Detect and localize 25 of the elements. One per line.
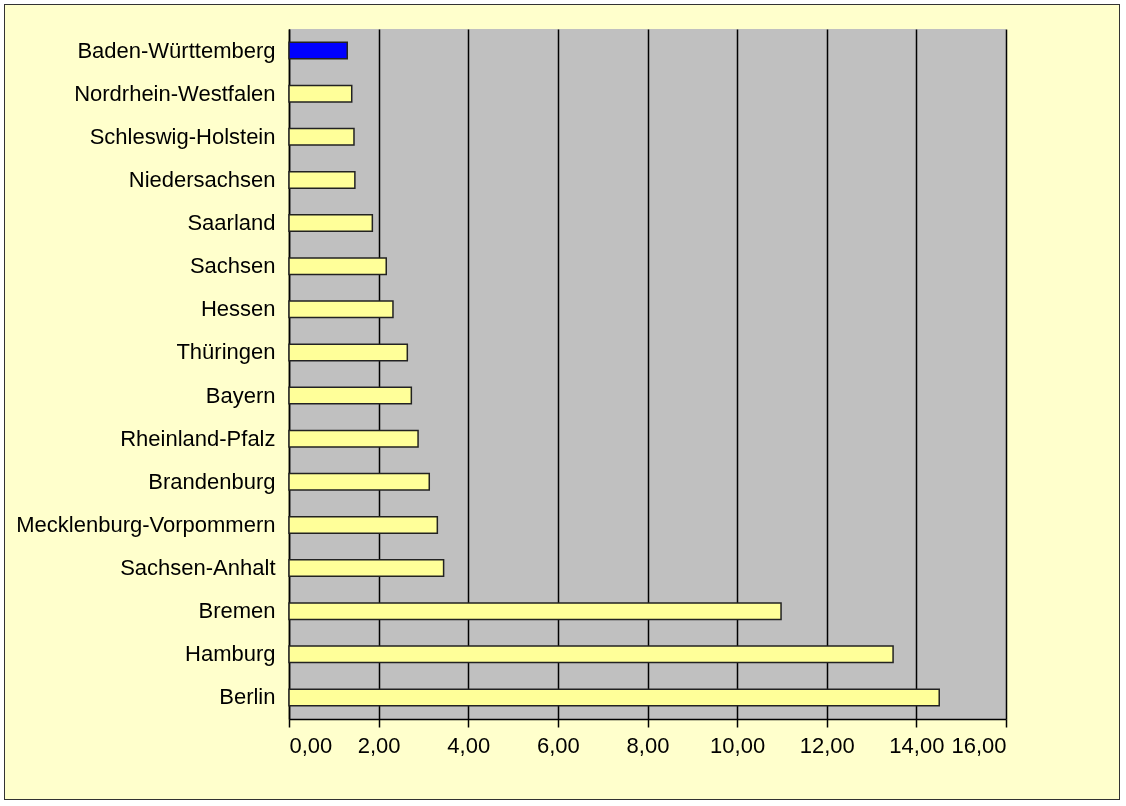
y-tick-label: Rheinland-Pfalz — [120, 425, 276, 451]
y-tick-label: Sachsen — [189, 253, 276, 279]
y-tick-label: Niedersachsen — [128, 166, 276, 192]
y-tick-label: Baden-Württemberg — [77, 37, 276, 63]
y-tick-label: Hamburg — [185, 641, 276, 667]
x-tick-label: 16,00 — [951, 732, 1007, 758]
y-tick-label: Mecklenburg-Vorpommern — [16, 511, 276, 537]
x-tick-label: 12,00 — [799, 732, 855, 758]
x-tick-label: 10,00 — [710, 732, 766, 758]
y-tick-label: Nordrhein-Westfalen — [74, 80, 276, 106]
y-tick-label: Hessen — [200, 296, 276, 322]
y-tick-label: Bayern — [205, 382, 276, 408]
x-tick-label: 4,00 — [447, 732, 491, 758]
y-tick-label: Berlin — [219, 684, 276, 710]
y-tick-label: Brandenburg — [148, 468, 276, 494]
y-tick-label: Sachsen-Anhalt — [120, 555, 276, 581]
y-tick-label: Schleswig-Holstein — [89, 123, 276, 149]
y-tick-label: Thüringen — [176, 339, 276, 365]
x-tick-label: 6,00 — [536, 732, 580, 758]
x-tick-label: 0,00 — [289, 732, 333, 758]
x-tick-label: 14,00 — [889, 732, 945, 758]
y-tick-label: Bremen — [198, 598, 276, 624]
x-tick-label: 8,00 — [626, 732, 670, 758]
x-tick-label: 2,00 — [357, 732, 401, 758]
y-tick-label: Saarland — [187, 210, 276, 236]
